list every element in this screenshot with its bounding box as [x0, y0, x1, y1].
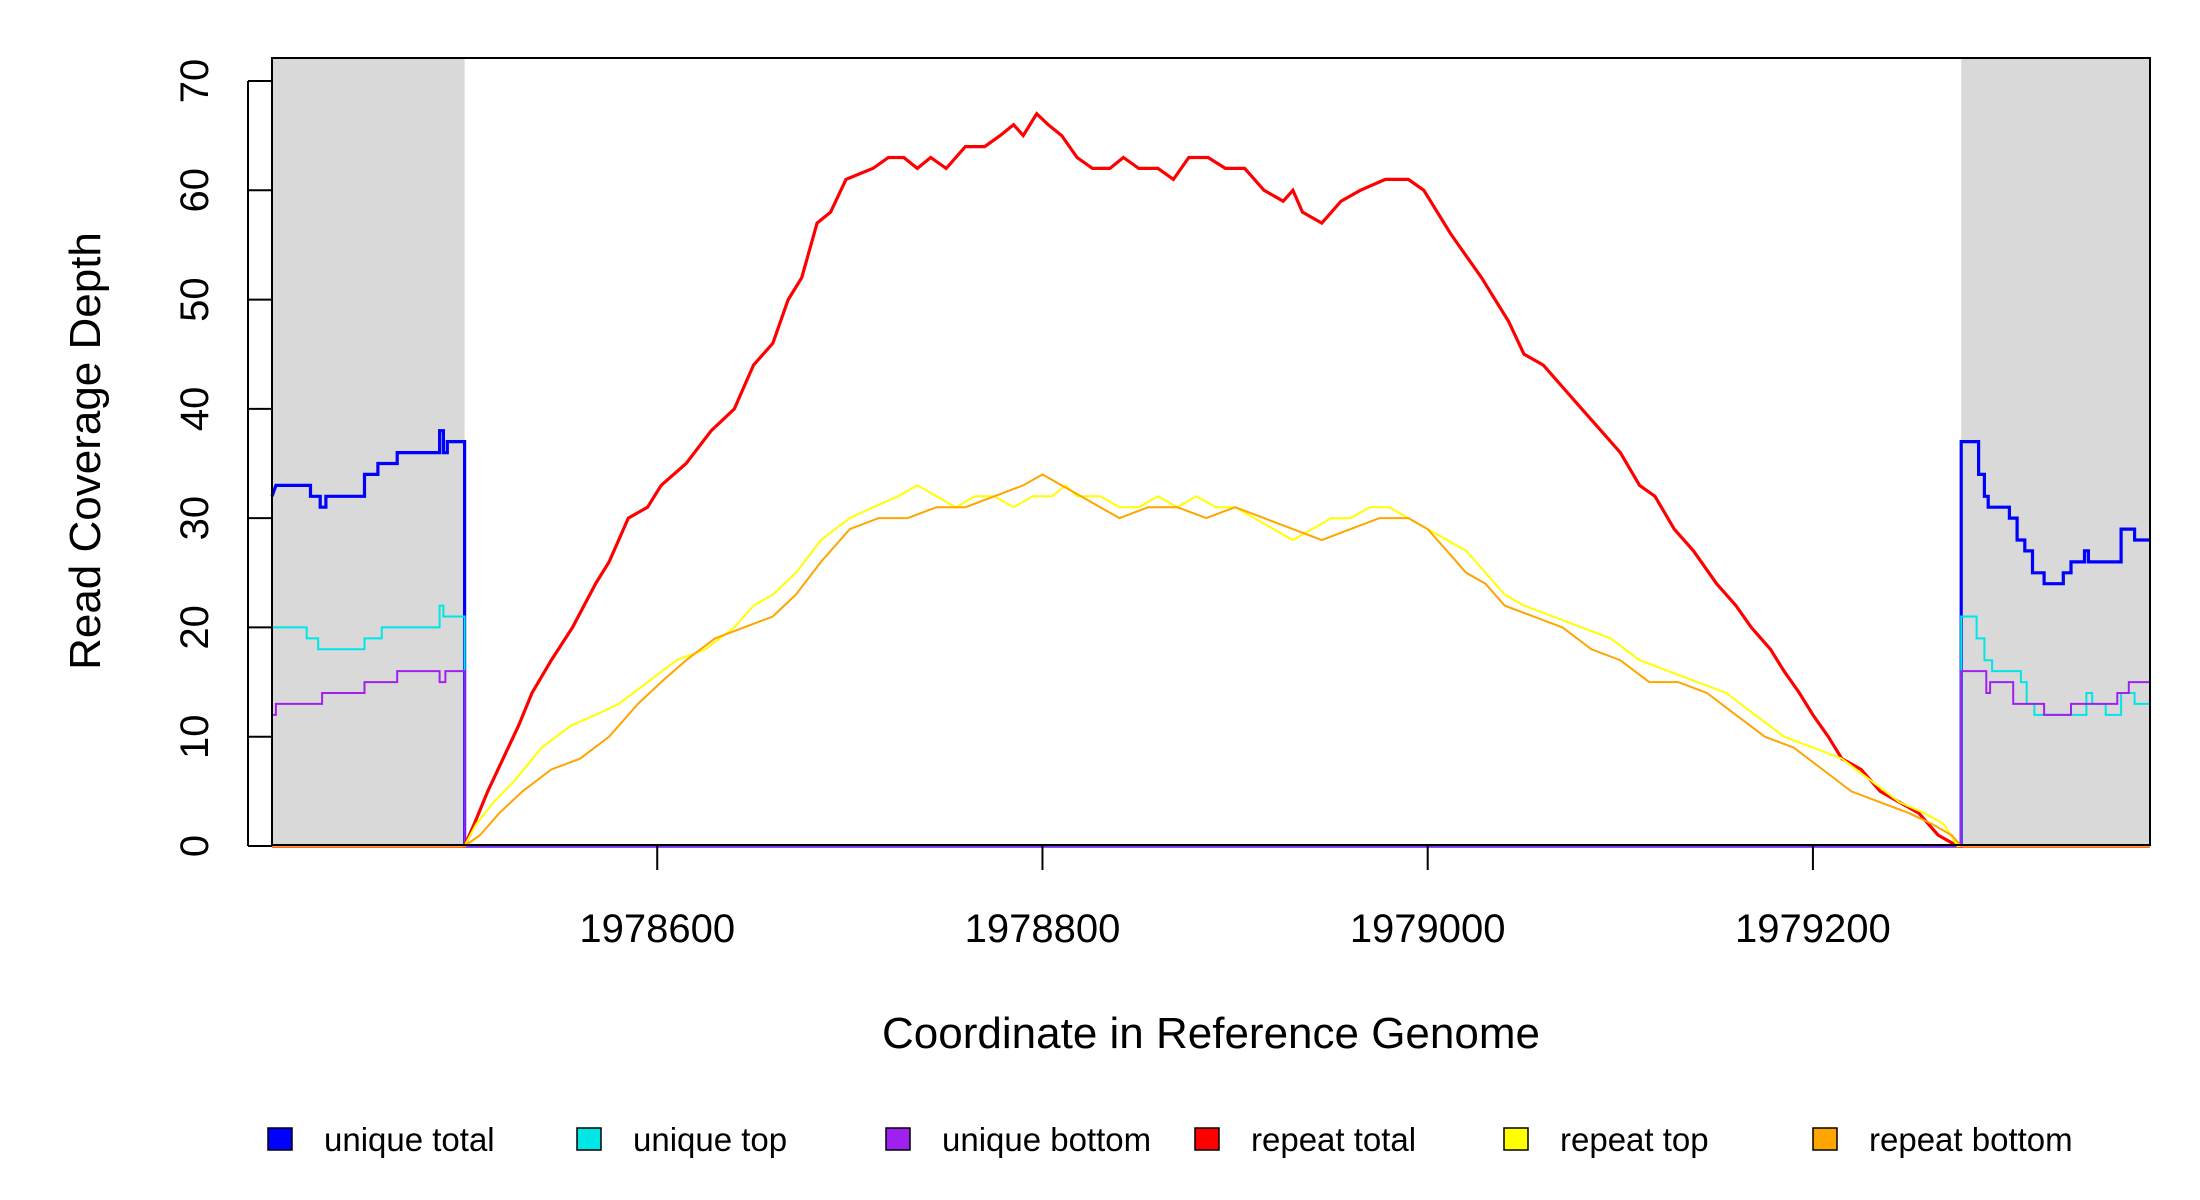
series-lines	[270, 111, 2150, 848]
x-tick-label-3: 1979200	[1735, 907, 1891, 951]
y-tick-label-4: 40	[173, 387, 217, 432]
series-line-unique-top	[272, 604, 2150, 847]
series-line-repeat-top	[272, 484, 2150, 847]
x-axis: 1978600 1978800 1979000 1979200	[579, 845, 1891, 951]
y-tick-label-6: 60	[173, 168, 217, 213]
x-axis-title: Coordinate in Reference Genome	[882, 1009, 1540, 1058]
x-tick-label-2: 1979000	[1350, 907, 1506, 951]
legend-label-unique-top: unique top	[633, 1121, 787, 1158]
y-tick-label-1: 10	[173, 714, 217, 759]
excluded-region-1	[1961, 58, 2150, 845]
legend: unique total unique top unique bottom repea…	[267, 1121, 2073, 1158]
y-tick-label-7: 70	[173, 59, 217, 104]
legend-label-repeat-top: repeat top	[1560, 1121, 1709, 1158]
x-tick-label-0: 1978600	[579, 907, 735, 951]
series-line-repeat-bottom	[272, 473, 2150, 847]
legend-swatch-unique-bottom	[885, 1127, 911, 1151]
legend-swatch-repeat-bottom	[1812, 1127, 1838, 1151]
y-tick-label-3: 30	[173, 496, 217, 541]
legend-label-repeat-total: repeat total	[1251, 1121, 1416, 1158]
legend-swatch-unique-top	[576, 1127, 602, 1151]
y-tick-label-5: 50	[173, 277, 217, 322]
legend-swatch-unique-total	[267, 1127, 293, 1151]
y-tick-label-0: 0	[173, 835, 217, 857]
y-tick-label-2: 20	[173, 605, 217, 650]
excluded-regions	[272, 58, 2150, 845]
legend-swatch-repeat-top	[1503, 1127, 1529, 1151]
series-line-repeat-total	[272, 111, 2150, 848]
plot-frame	[271, 57, 2151, 846]
x-tick-label-1: 1978800	[965, 907, 1121, 951]
legend-label-unique-bottom: unique bottom	[942, 1121, 1151, 1158]
legend-label-repeat-bottom: repeat bottom	[1869, 1121, 2073, 1158]
y-axis-title: Read Coverage Depth	[61, 232, 110, 670]
series-line-unique-total	[270, 429, 2150, 848]
legend-label-unique-total: unique total	[324, 1121, 495, 1158]
legend-swatch-repeat-total	[1194, 1127, 1220, 1151]
y-axis: 0 10 20 30 40 50 60 70	[173, 59, 272, 857]
series-line-unique-bottom	[272, 670, 2150, 847]
